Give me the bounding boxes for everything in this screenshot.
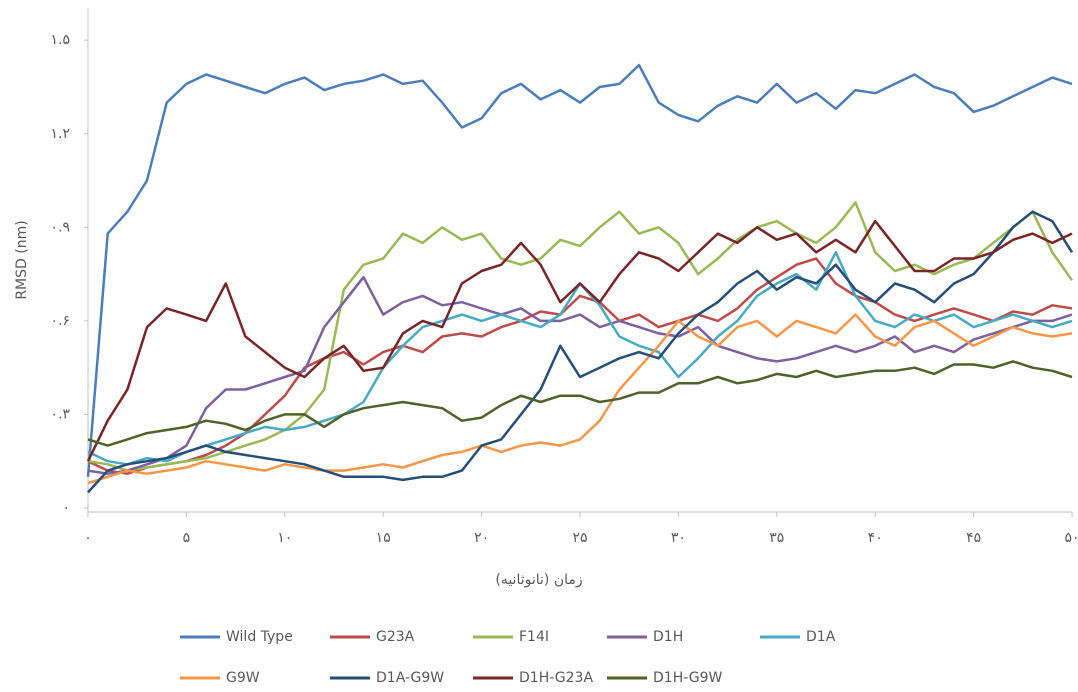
y-tick-label: ۰.۳ [51, 406, 71, 422]
legend-label: Wild Type [226, 629, 293, 645]
y-tick-label: ۱.۲ [51, 126, 71, 142]
series-line [87, 257, 1073, 475]
y-tick-label: ۰ [62, 500, 70, 516]
legend-label: D1A-G9W [376, 670, 444, 686]
legend-label: D1H-G9W [653, 670, 723, 686]
legend-label: D1H-G23A [519, 670, 593, 686]
x-tick-label: ۰ [84, 530, 92, 546]
series-line [86, 63, 1073, 477]
x-tick-label: ۳۵ [769, 530, 784, 546]
y-tick-label: ۰.۶ [51, 313, 71, 329]
legend-label: D1H [653, 629, 683, 645]
y-tick-label: ۱.۵ [51, 32, 71, 48]
x-tick-label: ۴۵ [966, 530, 981, 546]
x-tick-label: ۲۵ [572, 530, 587, 546]
y-axis-label: RMSD (nm) [14, 220, 30, 299]
legend-label: D1A [806, 629, 836, 645]
series-line [87, 360, 1073, 447]
series-line [87, 201, 1074, 472]
x-tick-label: ۳۰ [671, 530, 686, 546]
x-axis-label: زمان (نانوثانیه) [495, 572, 582, 588]
x-tick-label: ۱۵ [376, 530, 391, 546]
legend-label: F14I [519, 629, 549, 645]
series-line [87, 275, 1073, 475]
x-tick-label: ۵۰ [1064, 530, 1078, 546]
x-tick-label: ۴۰ [868, 530, 883, 546]
legend-label: G23A [376, 629, 415, 645]
y-tick-label: ۰.۹ [51, 219, 71, 235]
legend-label: G9W [226, 670, 260, 686]
series-line [86, 219, 1073, 462]
x-tick-label: ۲۰ [474, 530, 489, 546]
x-tick-label: ۱۰ [277, 530, 292, 546]
series-line [87, 313, 1073, 485]
series-line [87, 210, 1074, 494]
x-tick-label: ۵ [183, 530, 191, 546]
